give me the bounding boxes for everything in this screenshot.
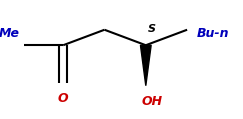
- Text: Bu-n: Bu-n: [196, 27, 229, 40]
- Text: OH: OH: [141, 95, 162, 108]
- Text: Me: Me: [0, 27, 20, 40]
- Text: S: S: [148, 24, 156, 34]
- Text: O: O: [58, 92, 69, 105]
- Polygon shape: [140, 45, 151, 86]
